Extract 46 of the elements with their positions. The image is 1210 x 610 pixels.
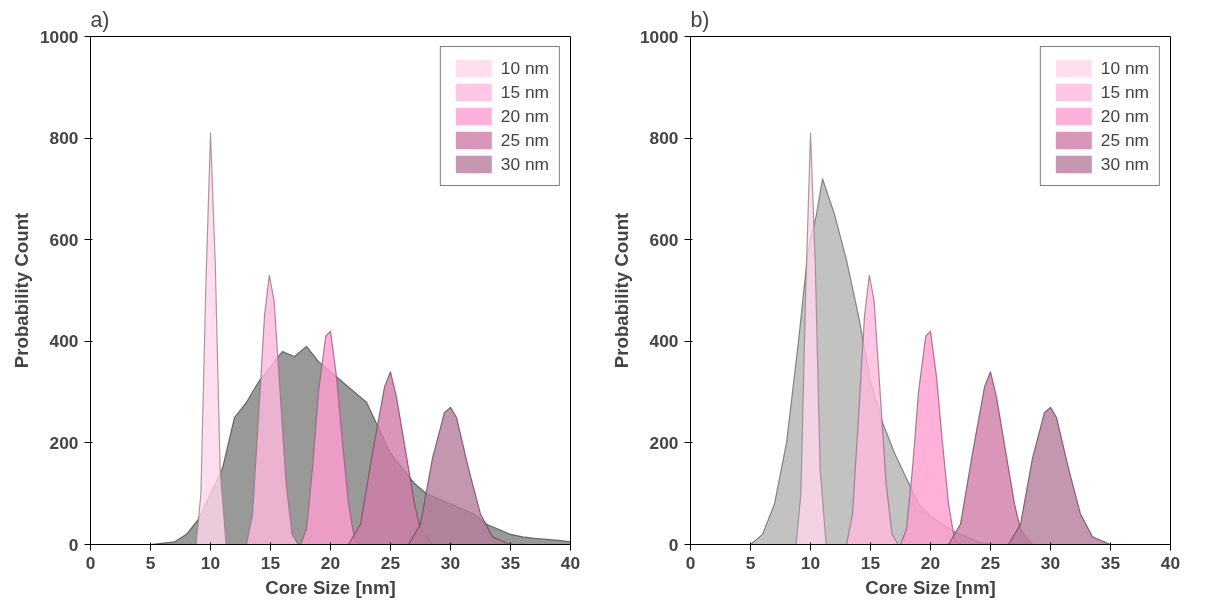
y-tick-label: 0 — [668, 534, 679, 555]
x-tick-label: 30 — [1040, 552, 1061, 573]
x-tick-label: 35 — [500, 552, 521, 573]
y-tick-label: 200 — [649, 432, 679, 453]
x-axis-title: Core Size [nm] — [265, 576, 396, 598]
legend-label: 20 nm — [500, 105, 549, 127]
y-tick-label: 1000 — [639, 26, 679, 47]
legend-label: 15 nm — [1100, 81, 1149, 103]
y-tick-label: 400 — [649, 331, 679, 352]
y-tick-label: 0 — [68, 534, 79, 555]
x-tick-label: 40 — [560, 552, 581, 573]
x-tick-label: 20 — [920, 552, 941, 573]
y-tick-label: 600 — [49, 229, 79, 250]
y-tick-label: 200 — [49, 432, 79, 453]
chart-title: b) — [690, 7, 710, 32]
legend-label: 25 nm — [500, 129, 549, 151]
legend-label: 20 nm — [1100, 105, 1149, 127]
x-tick-label: 35 — [1100, 552, 1121, 573]
legend-label: 10 nm — [1100, 57, 1149, 79]
y-tick-label: 800 — [49, 128, 79, 149]
y-axis-title: Probability Count — [10, 212, 32, 369]
chart-title: a) — [90, 7, 110, 32]
x-tick-label: 25 — [380, 552, 401, 573]
x-tick-label: 15 — [860, 552, 881, 573]
x-tick-label: 0 — [85, 552, 96, 573]
legend-label: 10 nm — [500, 57, 549, 79]
x-tick-label: 20 — [320, 552, 341, 573]
x-tick-label: 5 — [145, 552, 156, 573]
y-axis-title: Probability Count — [610, 212, 632, 369]
x-tick-label: 10 — [800, 552, 821, 573]
y-tick-label: 1000 — [39, 26, 79, 47]
x-tick-label: 30 — [440, 552, 461, 573]
legend-label: 30 nm — [1100, 153, 1149, 175]
y-tick-label: 600 — [649, 229, 679, 250]
legend-label: 30 nm — [500, 153, 549, 175]
x-tick-label: 25 — [980, 552, 1001, 573]
x-axis-title: Core Size [nm] — [865, 576, 996, 598]
x-tick-label: 5 — [745, 552, 756, 573]
x-tick-label: 15 — [260, 552, 281, 573]
x-tick-label: 10 — [200, 552, 221, 573]
y-tick-label: 400 — [49, 331, 79, 352]
x-tick-label: 40 — [1160, 552, 1181, 573]
legend-label: 15 nm — [500, 81, 549, 103]
legend-label: 25 nm — [1100, 129, 1149, 151]
y-tick-label: 800 — [649, 128, 679, 149]
x-tick-label: 0 — [685, 552, 696, 573]
